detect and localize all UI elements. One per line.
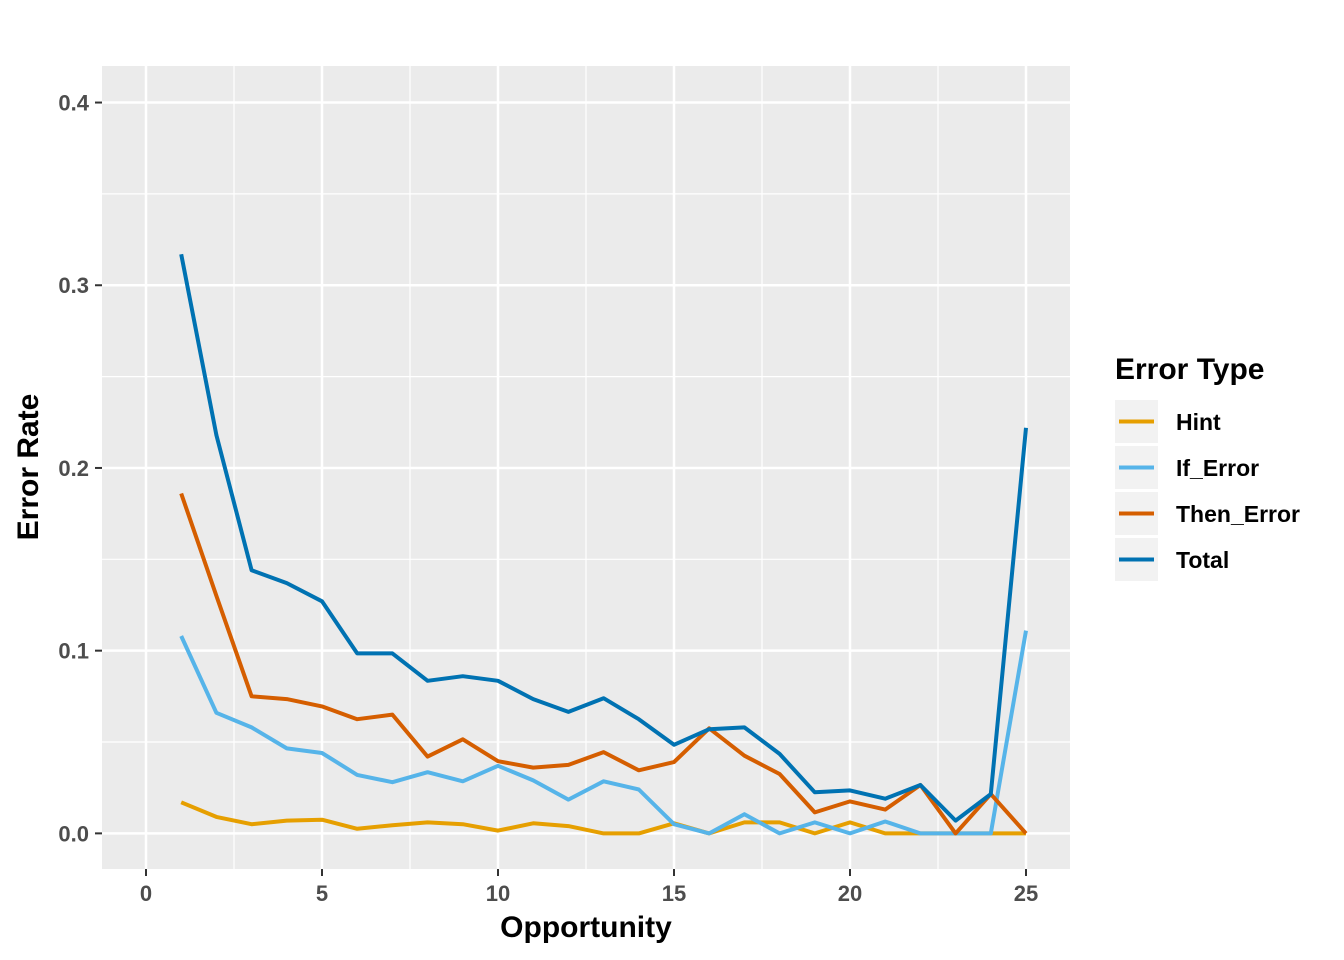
x-tick-label: 0 (140, 881, 152, 906)
y-axis-title: Error Rate (12, 394, 45, 541)
y-tick-label: 0.4 (58, 91, 89, 116)
series-lines (179, 253, 1028, 836)
y-tick-label: 0.2 (58, 456, 89, 481)
legend-label-if-error: If_Error (1176, 455, 1259, 481)
y-axis: 0.0 0.1 0.2 0.3 0.4 (58, 91, 102, 846)
legend-label-then-error: Then_Error (1176, 501, 1300, 527)
major-grid (102, 66, 1070, 869)
legend-label-hint: Hint (1176, 409, 1221, 435)
x-tick-label: 20 (838, 881, 862, 906)
x-tick-label: 10 (486, 881, 510, 906)
legend: Error Type Hint If_Error Then_Error Total (1115, 353, 1300, 581)
x-tick-label: 15 (662, 881, 686, 906)
x-axis-title: Opportunity (500, 911, 672, 944)
y-tick-label: 0.1 (58, 639, 89, 664)
x-tick-label: 5 (316, 881, 328, 906)
y-tick-label: 0.3 (58, 273, 89, 298)
legend-title: Error Type (1115, 353, 1265, 386)
x-axis: 0 5 10 15 20 25 (140, 869, 1038, 906)
series-line-hint (180, 800, 1026, 836)
series-line-if-error (179, 630, 1028, 836)
y-tick-label: 0.0 (58, 821, 89, 846)
x-tick-label: 25 (1014, 881, 1038, 906)
series-line-total (179, 253, 1028, 823)
legend-label-total: Total (1176, 547, 1229, 573)
series-line-then-error (179, 492, 1028, 836)
